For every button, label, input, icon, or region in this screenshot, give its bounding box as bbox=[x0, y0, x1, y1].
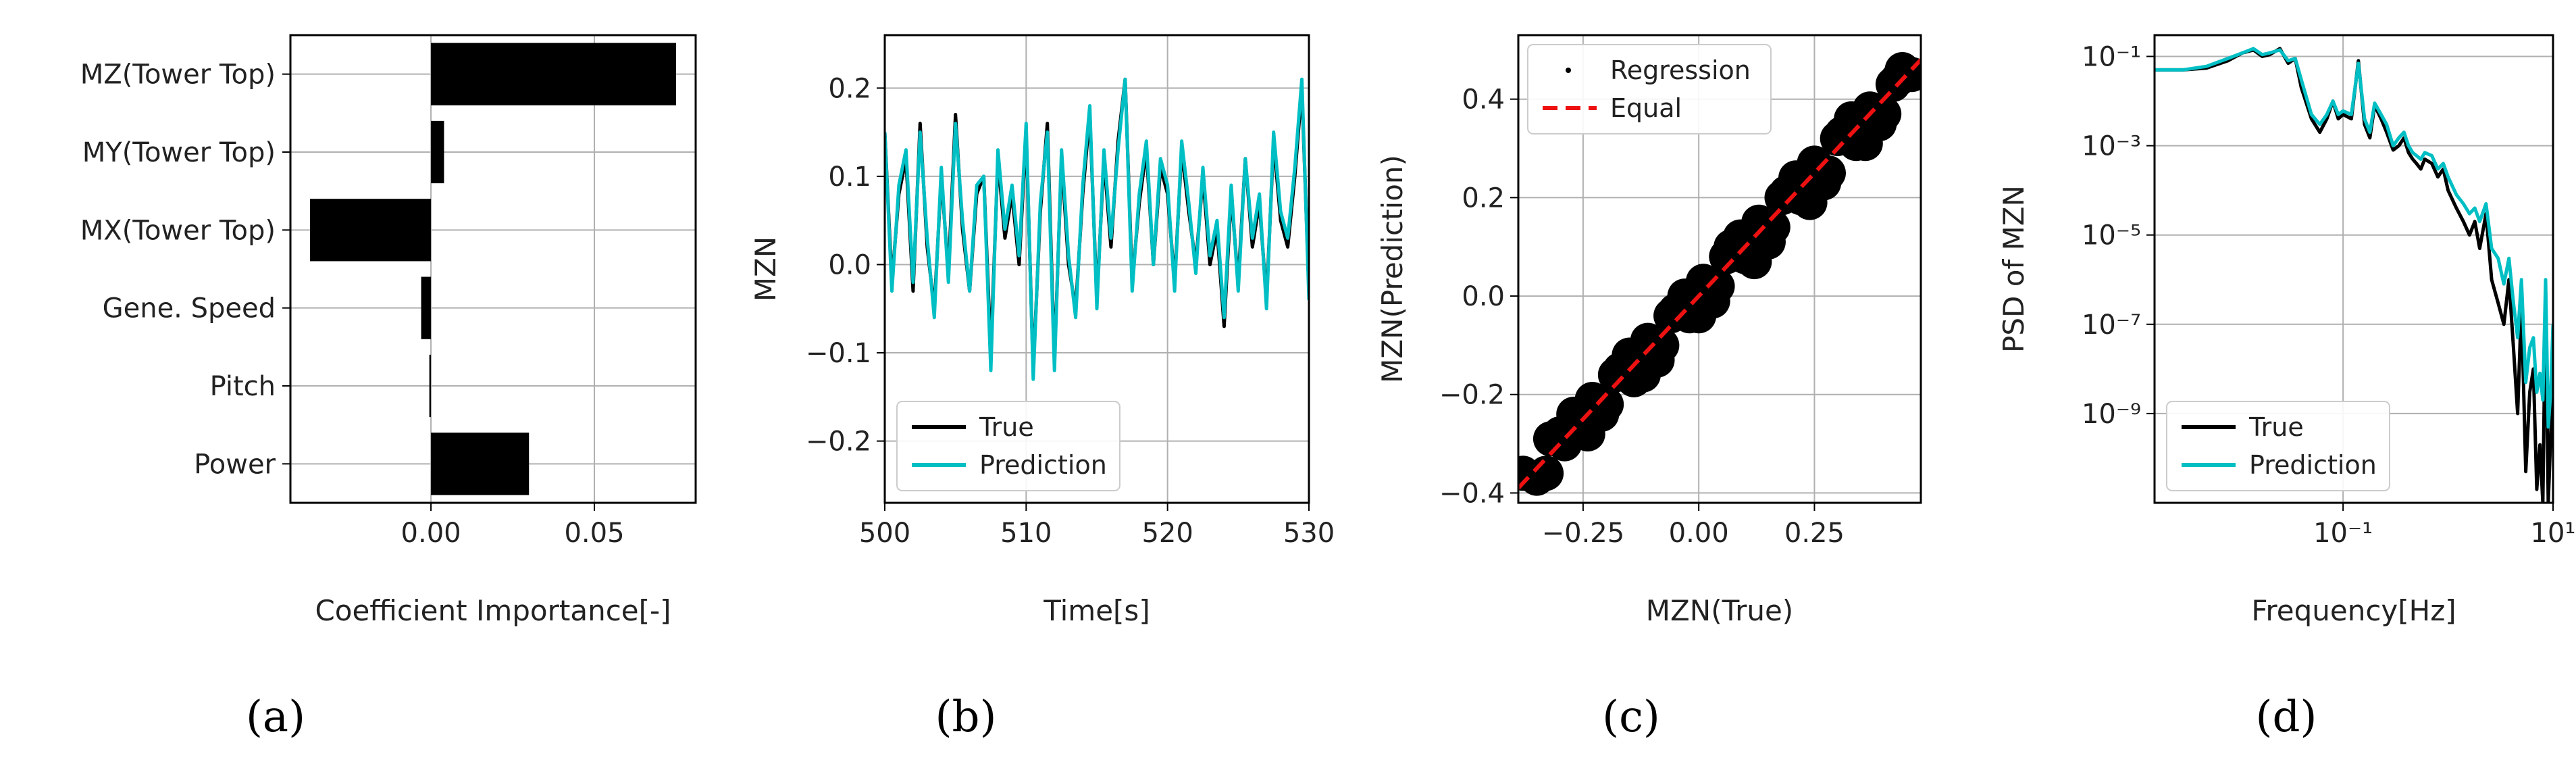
legend-label: Equal bbox=[1610, 93, 1682, 123]
regression-point bbox=[1820, 120, 1855, 156]
category-label: MY(Tower Top) bbox=[82, 137, 276, 168]
y-axis-label: MZN(Prediction) bbox=[1376, 155, 1409, 383]
legend-label: True bbox=[979, 412, 1034, 442]
category-label: Power bbox=[194, 449, 276, 480]
panel-label: (d) bbox=[2256, 692, 2317, 742]
equal-line bbox=[1518, 58, 1921, 490]
y-tick-label: 10⁻⁷ bbox=[2082, 310, 2141, 341]
legend-box bbox=[1527, 44, 1772, 134]
bar bbox=[421, 276, 432, 339]
x-tick-label: 510 bbox=[1000, 518, 1052, 549]
regression-point bbox=[1570, 416, 1605, 452]
regression-point bbox=[1792, 185, 1828, 220]
regression-point bbox=[1653, 298, 1689, 334]
plot-frame bbox=[2153, 34, 2554, 504]
regression-point bbox=[1736, 244, 1772, 280]
bar bbox=[431, 43, 676, 105]
plot-frame bbox=[883, 34, 1310, 504]
x-axis-label: Frequency[Hz] bbox=[2251, 594, 2456, 627]
y-tick-label: −0.4 bbox=[1439, 478, 1505, 509]
legend-box bbox=[896, 401, 1120, 491]
x-tick-label: 0.05 bbox=[564, 518, 624, 549]
x-axis-label: MZN(True) bbox=[1646, 594, 1793, 627]
plot-frame bbox=[1517, 34, 1922, 504]
y-tick-label: 0.2 bbox=[828, 73, 871, 104]
y-tick-label: 10⁻¹ bbox=[2082, 42, 2141, 73]
bar bbox=[431, 433, 530, 495]
y-tick-label: 0.0 bbox=[828, 249, 871, 280]
series-prediction-line bbox=[2155, 47, 2553, 429]
y-tick-label: 10⁻³ bbox=[2082, 131, 2141, 162]
panel-label: (a) bbox=[246, 692, 305, 742]
y-tick-label: 10⁻⁹ bbox=[2082, 399, 2141, 430]
y-tick-label: 0.4 bbox=[1462, 84, 1505, 116]
regression-point bbox=[1847, 126, 1883, 162]
y-tick-label: 10⁻⁵ bbox=[2082, 220, 2141, 251]
regression-point bbox=[1597, 357, 1633, 393]
series-true-line bbox=[885, 77, 1309, 372]
legend-label: True bbox=[2248, 412, 2304, 442]
legend-label: Prediction bbox=[2249, 450, 2377, 480]
legend-box bbox=[2166, 401, 2390, 491]
bar bbox=[429, 354, 432, 418]
x-axis-label: Coefficient Importance[-] bbox=[315, 594, 671, 627]
y-tick-label: 0.1 bbox=[828, 162, 871, 193]
y-tick-label: −0.2 bbox=[806, 426, 871, 458]
panel-label: (c) bbox=[1602, 692, 1660, 742]
regression-point bbox=[1681, 298, 1717, 334]
y-axis-label: PSD of MZN bbox=[1997, 185, 2030, 353]
legend-label: Prediction bbox=[979, 450, 1107, 480]
y-tick-label: 0.2 bbox=[1462, 182, 1505, 214]
regression-point bbox=[1875, 66, 1911, 102]
x-tick-label: −0.25 bbox=[1542, 518, 1625, 549]
bar bbox=[310, 199, 432, 262]
x-tick-label: 530 bbox=[1283, 518, 1335, 549]
category-label: Gene. Speed bbox=[103, 293, 276, 324]
y-tick-label: 0.0 bbox=[1462, 281, 1505, 312]
x-tick-label: 0.00 bbox=[1669, 518, 1729, 549]
y-tick-label: −0.2 bbox=[1439, 380, 1505, 411]
x-axis-label: Time[s] bbox=[1043, 594, 1150, 627]
x-tick-label: 500 bbox=[859, 518, 910, 549]
regression-point bbox=[1542, 416, 1578, 452]
x-tick-label: 0.25 bbox=[1784, 518, 1845, 549]
category-label: Pitch bbox=[210, 371, 276, 402]
regression-point bbox=[1625, 357, 1661, 393]
x-tick-label: 0.00 bbox=[401, 518, 461, 549]
category-label: MZ(Tower Top) bbox=[80, 59, 276, 91]
y-tick-label: −0.1 bbox=[806, 338, 871, 369]
series-prediction-line bbox=[885, 77, 1309, 381]
legend-marker bbox=[1566, 68, 1571, 73]
plot-frame bbox=[289, 34, 697, 504]
bar bbox=[431, 120, 444, 184]
regression-point bbox=[1528, 456, 1564, 491]
regression-point bbox=[1764, 180, 1800, 216]
legend-label: Regression bbox=[1610, 55, 1751, 85]
category-label: MX(Tower Top) bbox=[80, 215, 276, 246]
regression-point bbox=[1709, 239, 1745, 274]
x-tick-label: 10⁻¹ bbox=[2313, 518, 2373, 549]
x-tick-label: 520 bbox=[1141, 518, 1193, 549]
y-axis-label: MZN bbox=[749, 237, 782, 301]
x-tick-label: 10¹ bbox=[2531, 518, 2576, 549]
panel-label: (b) bbox=[935, 692, 997, 742]
